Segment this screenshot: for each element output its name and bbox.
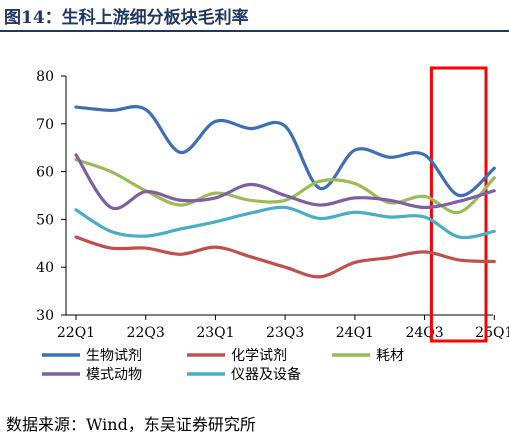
series-lines bbox=[74, 105, 496, 279]
figure-title: 图14：生科上游细分板块毛利率 bbox=[4, 8, 249, 28]
y-tick-label: 60 bbox=[36, 165, 54, 181]
source-note: 数据来源：Wind，东吴证券研究所 bbox=[6, 415, 256, 434]
y-tick-label: 30 bbox=[36, 308, 54, 324]
x-tick-label: 23Q1 bbox=[196, 325, 234, 341]
legend-label: 生物试剂 bbox=[86, 348, 142, 364]
series-line-0 bbox=[74, 105, 496, 198]
series-line-1 bbox=[74, 235, 496, 279]
highlight-box bbox=[429, 66, 488, 343]
x-tick-label: 25Q1 bbox=[475, 325, 509, 341]
y-tick-label: 70 bbox=[36, 117, 54, 133]
y-tick-label: 80 bbox=[36, 69, 54, 85]
y-tick-label: 50 bbox=[36, 212, 54, 228]
x-tick-label: 22Q1 bbox=[57, 325, 95, 341]
figure-header: 图14：生科上游细分板块毛利率 bbox=[0, 0, 509, 32]
x-tick-label: 24Q3 bbox=[405, 325, 443, 341]
x-tick-label: 22Q3 bbox=[127, 325, 165, 341]
x-tick-label: 23Q3 bbox=[266, 325, 304, 341]
legend-label: 仪器及设备 bbox=[231, 366, 301, 383]
series-line-3 bbox=[74, 153, 496, 211]
legend-label: 耗材 bbox=[376, 348, 404, 364]
y-tick-label: 40 bbox=[36, 260, 54, 276]
legend-label: 化学试剂 bbox=[231, 348, 287, 364]
line-chart: 30 40 50 60 70 80 22Q1 22Q3 23Q1 23Q3 24Q1 24Q3 25Q1… bbox=[36, 66, 509, 383]
highlight-layer bbox=[429, 66, 488, 343]
series-line-4 bbox=[74, 205, 496, 240]
x-tick-label: 24Q1 bbox=[336, 325, 374, 341]
legend-label: 模式动物 bbox=[86, 367, 142, 383]
chart-axes: 30 40 50 60 70 80 22Q1 22Q3 23Q1 23Q3 24Q1 24Q3 25Q1 bbox=[36, 69, 509, 341]
